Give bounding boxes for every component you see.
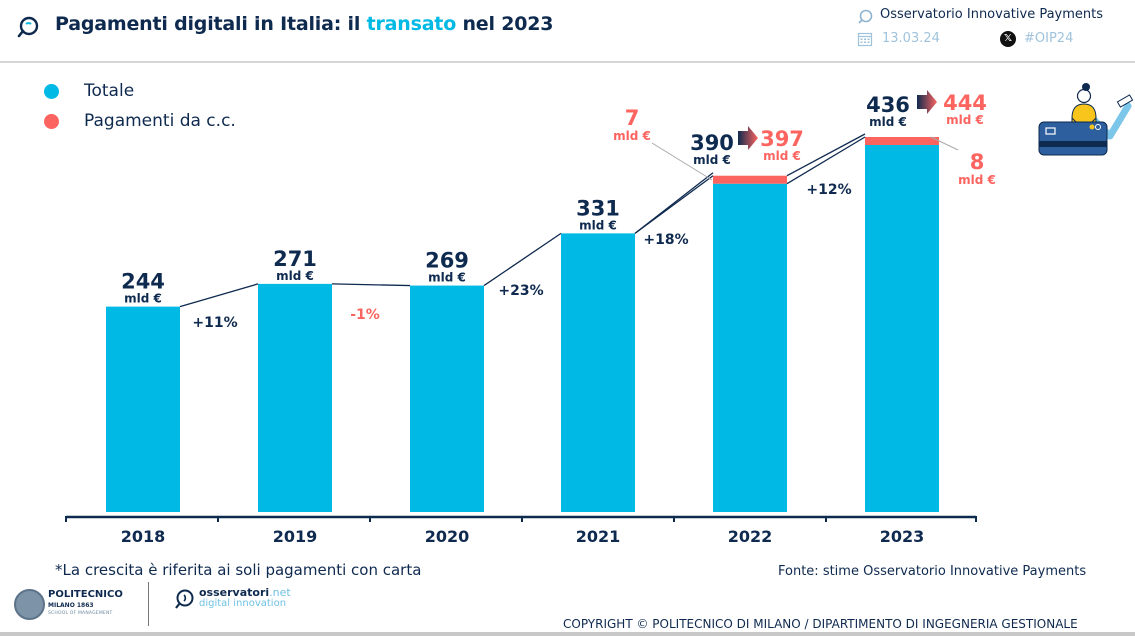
value-label-2023: 436 [866, 93, 910, 117]
total-with-cc-unit-2022: mld € [763, 149, 801, 163]
presentation-date: 13.03.24 [882, 31, 940, 46]
growth-label: +23% [498, 283, 543, 299]
growth-connector-line [786, 136, 866, 185]
header-divider [0, 61, 1135, 63]
unit-label-2019: mld € [276, 269, 314, 283]
x-tick-label-2023: 2023 [880, 527, 925, 546]
growth-arrow-icon [917, 90, 937, 114]
value-label-2018: 244 [121, 270, 165, 294]
legend-item-totale: Totale [44, 81, 134, 101]
x-tick-label-2018: 2018 [121, 527, 166, 546]
value-label-2020: 269 [425, 249, 469, 273]
growth-arrow-icon [738, 126, 758, 150]
osservatori-logo-icon [175, 589, 194, 609]
bar-totale-2020 [410, 285, 484, 512]
growth-connector-line [179, 283, 259, 308]
bar-pagamenti-cc-2023 [865, 137, 939, 145]
x-tick-label-2020: 2020 [425, 527, 470, 546]
value-label-2021: 331 [576, 196, 620, 220]
page-title: Pagamenti digitali in Italia: il transat… [55, 13, 553, 35]
total-with-cc-unit-2023: mld € [946, 113, 984, 127]
bar-totale-2021 [561, 233, 635, 512]
bar-totale-2023 [865, 145, 939, 512]
growth-connector-line [331, 283, 411, 287]
osservatori-logo-name: osservatori.net [199, 586, 291, 599]
hashtag: #OIP24 [1024, 31, 1074, 46]
unit-label-2021: mld € [579, 218, 617, 232]
osservatori-logo-sub: digital innovation [199, 598, 287, 609]
growth-connector-line [786, 133, 866, 177]
politecnico-logo-sub: MILANO 1863 [48, 602, 94, 609]
legend-label: Pagamenti da c.c. [84, 111, 236, 131]
person-with-credit-card-illustration [1038, 83, 1134, 156]
osservatori-tld: .net [269, 586, 291, 599]
growth-label: +18% [643, 232, 688, 248]
cc-callout-line [930, 136, 959, 151]
logo-divider [148, 582, 149, 626]
title-highlight: transato [366, 13, 457, 35]
growth-label: +12% [806, 182, 851, 198]
cc-value-2023: 8 [970, 150, 985, 174]
legend-label: Totale [84, 81, 135, 101]
calendar-icon [857, 32, 873, 47]
cc-unit-2023: mld € [958, 173, 996, 187]
bar-totale-2022 [713, 183, 787, 512]
search-bubble-icon [17, 16, 39, 38]
source-note: Fonte: stime Osservatorio Innovative Pay… [778, 564, 1087, 579]
growth-label: +11% [192, 315, 237, 331]
bar-pagamenti-cc-2022 [713, 175, 787, 184]
cc-callout-line [651, 142, 713, 181]
x-tick-label-2019: 2019 [273, 527, 318, 546]
politecnico-logo-name: POLITECNICO [48, 589, 123, 600]
organization-name: Osservatorio Innovative Payments [880, 7, 1104, 22]
osservatori-name: osservatori [199, 586, 270, 599]
footnote: *La crescita è riferita ai soli pagament… [55, 561, 422, 579]
cc-unit-2022: mld € [613, 129, 651, 143]
value-label-2019: 271 [273, 247, 317, 271]
search-bubble-icon [858, 9, 873, 24]
bar-totale-2018 [106, 306, 180, 512]
legend-swatch [44, 113, 59, 129]
copyright: COPYRIGHT © POLITECNICO DI MILANO / DIPA… [563, 617, 1078, 631]
growth-connector-line [634, 172, 714, 234]
footer-divider [0, 632, 1135, 636]
unit-label-2020: mld € [428, 271, 466, 285]
unit-label-2018: mld € [124, 292, 162, 306]
bar-totale-2019 [258, 283, 332, 512]
total-with-cc-2023: 444 [943, 91, 987, 115]
x-tick-label-2022: 2022 [728, 527, 773, 546]
legend-swatch [44, 83, 59, 99]
title-suffix: nel 2023 [456, 13, 554, 35]
politecnico-seal-logo [14, 589, 45, 620]
unit-label-2023: mld € [869, 115, 907, 129]
legend-item-pagamenti-cc: Pagamenti da c.c. [44, 111, 236, 131]
x-tick-label-2021: 2021 [576, 527, 621, 546]
value-label-2022: 390 [690, 131, 734, 155]
unit-label-2022: mld € [693, 153, 731, 167]
cc-value-2022: 7 [625, 106, 640, 130]
x-logo-icon: 𝕏 [1000, 31, 1016, 47]
title-prefix: Pagamenti digitali in Italia: il [55, 13, 367, 35]
growth-connector-line [483, 232, 562, 287]
growth-label: -1% [350, 307, 380, 323]
total-with-cc-2022: 397 [760, 127, 804, 151]
politecnico-logo-school: SCHOOL OF MANAGEMENT [48, 611, 113, 616]
